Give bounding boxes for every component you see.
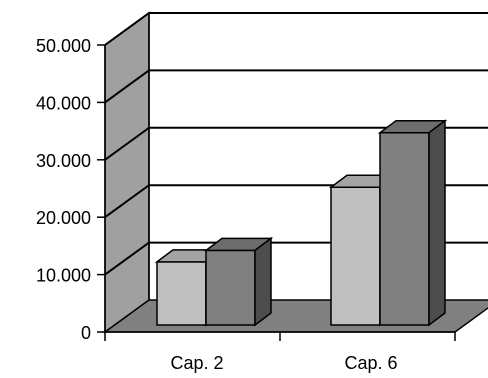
bar-side [254, 236, 272, 327]
category-axis: Cap. 2 Cap. 6 [104, 331, 456, 373]
y-tick-label: 0 [81, 323, 91, 343]
value-axis: 0 10.000 20.000 30.000 40.000 50.000 [36, 36, 106, 343]
side-wall [104, 11, 150, 334]
y-tick-label: 50.000 [36, 36, 91, 56]
bar [377, 119, 448, 327]
y-tick-label: 10.000 [36, 266, 91, 286]
x-tick-label: Cap. 2 [170, 353, 223, 373]
bar [203, 236, 274, 327]
y-tick-label: 20.000 [36, 208, 91, 228]
y-tick-label: 30.000 [36, 151, 91, 171]
bar-side [428, 119, 446, 327]
x-tick-label: Cap. 6 [344, 353, 397, 373]
bar-front [379, 131, 430, 326]
bar-front [156, 261, 207, 326]
bar-front [205, 249, 256, 326]
y-tick-label: 40.000 [36, 93, 91, 113]
bars [154, 119, 448, 327]
bar-front [330, 186, 381, 326]
